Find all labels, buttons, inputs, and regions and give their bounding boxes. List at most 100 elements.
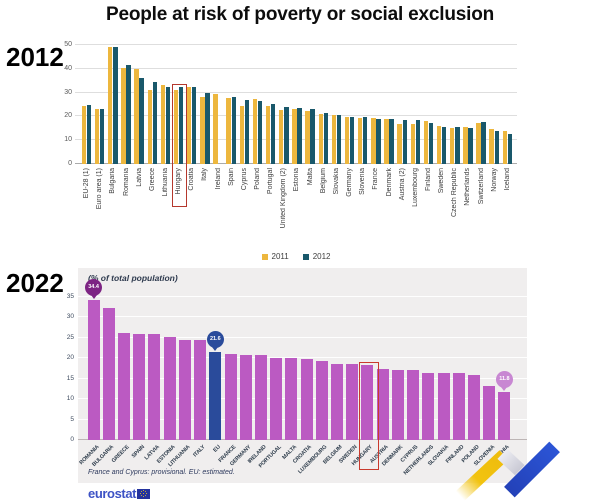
bar-Latvia-2012: [139, 77, 144, 164]
x-label-cell: Finland: [422, 168, 435, 191]
highlight-box-hungary-2022: [358, 361, 379, 470]
callout-pointer: [501, 386, 508, 391]
x-label-cell: France: [369, 168, 382, 190]
bar-Euro area (1)-2012: [100, 108, 105, 164]
bar-Sweden-2011: [436, 125, 442, 164]
bar-BULGARIA: [102, 308, 115, 440]
bar-CYPRUS: [407, 370, 420, 440]
bar-LATVIA: [148, 333, 161, 440]
bar-Italy-2011: [200, 96, 205, 164]
legend-swatch-2012: [302, 253, 309, 260]
x-label-cell: Ireland: [212, 168, 225, 189]
bar-MALTA: [285, 357, 298, 440]
bar-IRELAND: [254, 355, 267, 440]
bar-United Kingdom (2)-2011: [279, 110, 284, 164]
bar-Germany-2012: [349, 117, 355, 164]
bar-Netherlands-2011: [463, 126, 468, 164]
bar-SPAIN: [133, 333, 146, 440]
x-label-Italy: Italy: [201, 168, 209, 181]
bar-ROMANIA: [87, 299, 100, 440]
x-label-Norway: Norway: [490, 168, 498, 192]
gridline-20: [78, 357, 527, 359]
gridline-40: [75, 67, 517, 69]
x-label-cell: Belgium: [317, 168, 330, 193]
highlight-box-hungary-2012: [171, 83, 187, 207]
bar-Czech Republic-2012: [455, 127, 460, 164]
gridline-25: [78, 336, 527, 338]
y-tick-label: 40: [64, 64, 72, 72]
bar-Austria (2)-2011: [397, 123, 402, 164]
x-label-cell: Slovakia: [330, 168, 343, 194]
bar-CROATIA: [300, 358, 313, 440]
x-label-cell: Euro area (1): [93, 168, 106, 209]
bar-Austria (2)-2012: [402, 120, 407, 164]
y-tick-label: 20: [66, 354, 74, 362]
y-tick-label: 10: [64, 136, 72, 144]
x-label-cell: Iceland: [501, 168, 514, 191]
x-label-ITALY: ITALY: [192, 444, 207, 459]
y-tick-label: 35: [66, 293, 74, 300]
bar-Finland-2012: [428, 123, 434, 164]
bar-Luxembourg-2012: [415, 120, 421, 164]
x-label-Croatia: Croatia: [188, 168, 196, 191]
x-label-cell: Austria (2): [396, 168, 409, 200]
bar-Luxembourg-2011: [410, 124, 415, 164]
legend-item-2012: 2012: [302, 252, 331, 261]
bar-Germany-2011: [344, 116, 350, 164]
x-label-cell: Croatia: [185, 168, 198, 191]
bar-Greece-2011: [147, 90, 152, 164]
eurostat-wordmark: eurostat: [88, 486, 137, 501]
eu-flag-icon: [137, 488, 151, 499]
bar-SWEDEN: [346, 364, 359, 440]
bar-PORTUGAL: [270, 357, 283, 440]
x-label-Denmark: Denmark: [385, 168, 393, 197]
legend-label-2012: 2012: [312, 252, 331, 261]
x-label-cell: Malta: [304, 168, 317, 185]
bar-DENMARK: [391, 369, 404, 440]
bar-United Kingdom (2)-2012: [284, 106, 289, 164]
x-label-France: France: [372, 168, 380, 190]
x-label-cell: Sweden: [435, 168, 448, 193]
chart-2022-panel: (% of total population) ROMANIA BULGARIA G…: [78, 268, 527, 483]
bar-Portugal-2011: [265, 105, 271, 164]
bar-Estonia-2011: [292, 109, 297, 164]
chart-2012: 0 10 20 30 40 50 EU-28 (1) Euro area (1) Bulgar…: [0, 38, 600, 268]
x-label-Portugal: Portugal: [267, 168, 275, 195]
bar-Denmark-2012: [389, 118, 394, 164]
bar-EU-28 (1)-2012: [86, 105, 92, 164]
x-label-cell: Romania: [119, 168, 132, 196]
chart-2022-subtitle: (% of total population): [88, 273, 178, 283]
y-tick-label: 30: [64, 88, 72, 96]
y-tick-label: 0: [70, 436, 74, 443]
bar-LUXEMBOURG: [315, 360, 328, 440]
bar-Hungary-2012: [178, 86, 184, 164]
bar-Bulgaria-2012: [113, 46, 118, 164]
bar-NETHERLANDS: [422, 372, 435, 440]
x-label-Switzerland: Switzerland: [477, 168, 485, 205]
gridline-50: [75, 44, 517, 45]
x-label-Ireland: Ireland: [214, 168, 222, 190]
bar-Poland-2011: [252, 99, 258, 164]
bar-ITALY: [194, 340, 207, 440]
x-label-cell: United Kingdom (2): [277, 168, 290, 228]
bar-Belgium-2012: [323, 112, 328, 164]
callout-CZECHIA: 11.8: [495, 370, 513, 391]
x-label-Malta: Malta: [306, 168, 314, 186]
bar-FRANCE: [224, 353, 237, 440]
x-label-cell: Portugal: [264, 168, 277, 194]
bar-Slovenia-2012: [363, 117, 368, 164]
x-label-cell: Czech Republic: [448, 168, 461, 217]
eurostat-logo: eurostat: [88, 486, 151, 501]
x-label-Iceland: Iceland: [503, 168, 511, 191]
x-label-cell: Spain: [225, 168, 238, 186]
bar-France-2011: [371, 118, 376, 164]
bar-Belgium-2011: [318, 114, 323, 164]
x-label-cell: Latvia: [133, 168, 146, 187]
callout-value-CZECHIA: 11.8: [499, 376, 510, 383]
gridline-35: [78, 296, 527, 297]
bar-Norway-2011: [489, 129, 494, 164]
gridline-30: [78, 316, 527, 318]
bar-Romania-2012: [126, 64, 131, 164]
y-tick-label: 25: [66, 333, 74, 341]
bar-SLOVAKIA: [437, 372, 450, 440]
